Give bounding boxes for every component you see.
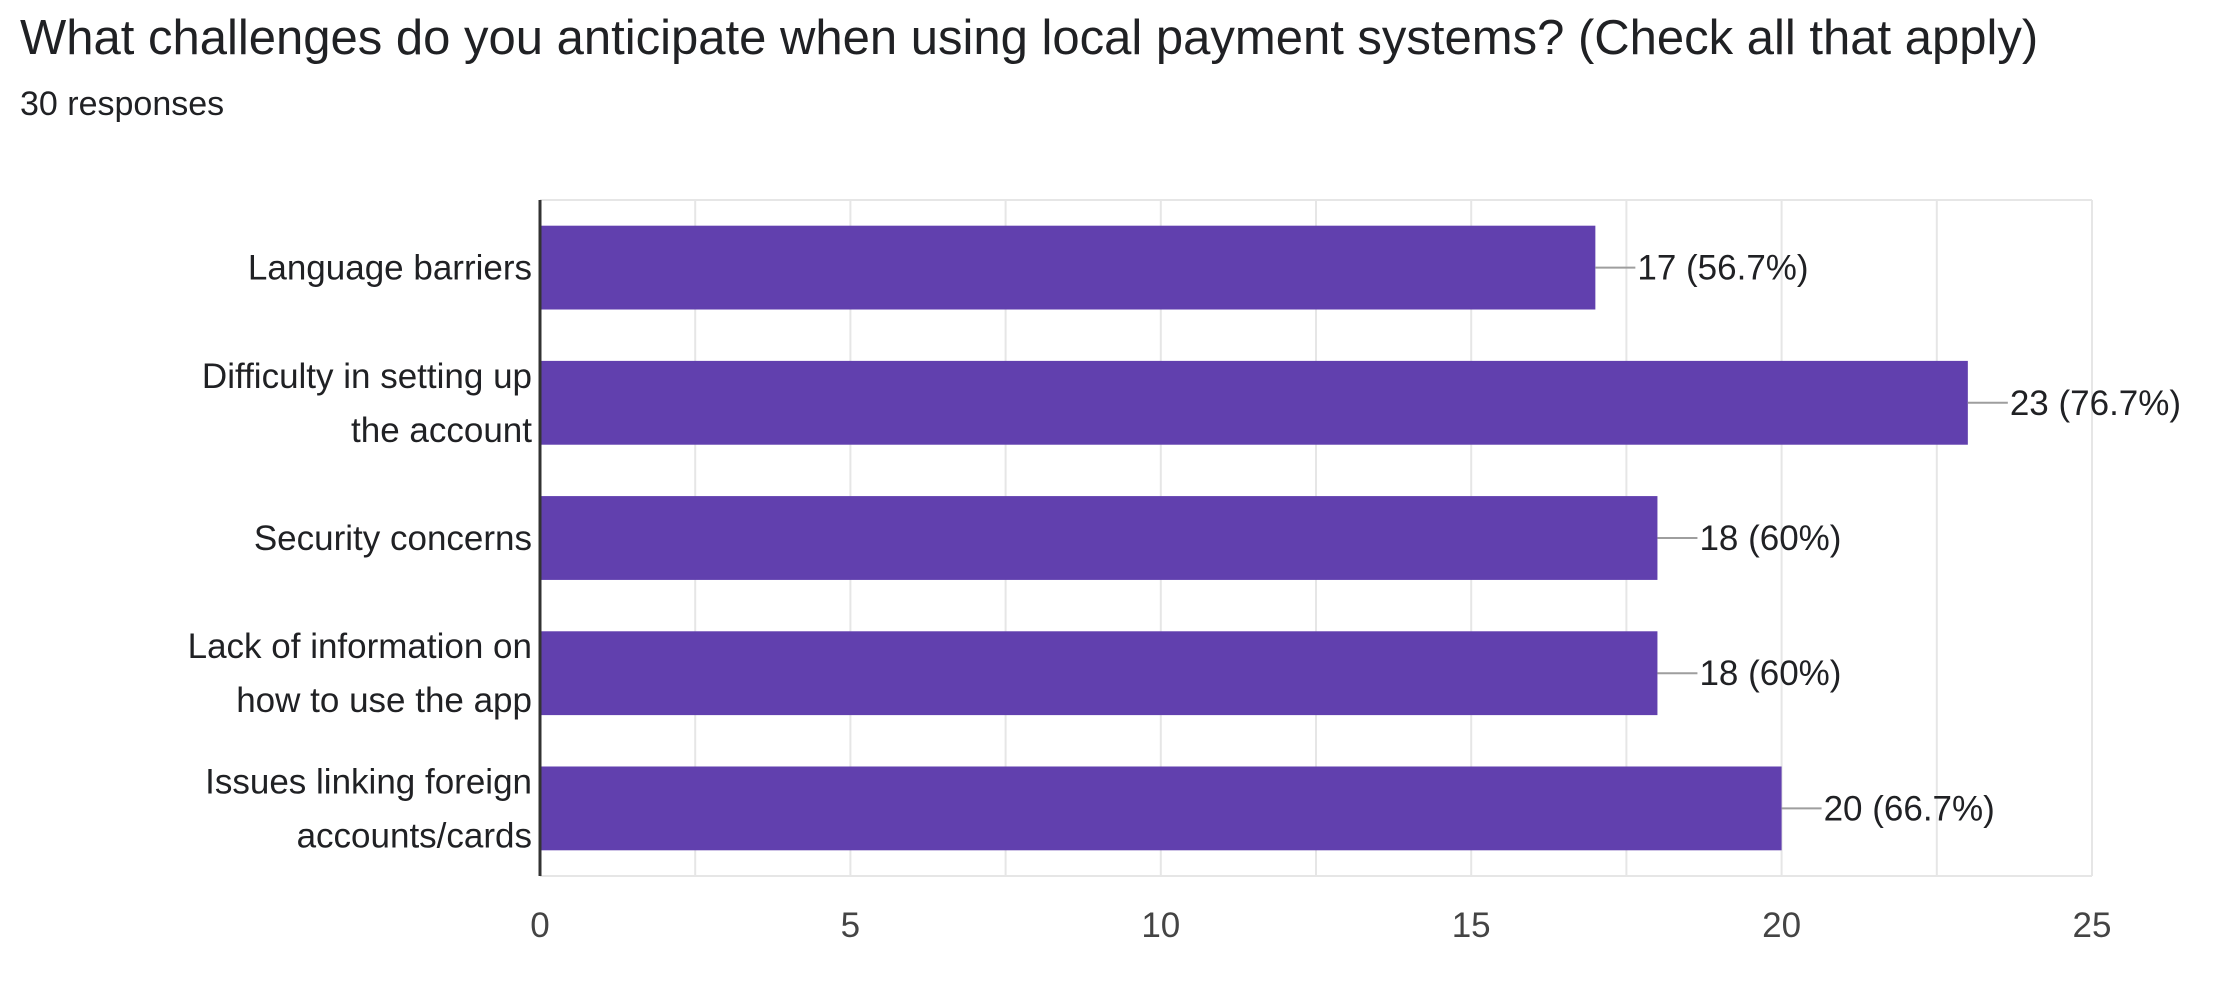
data-label: 18 (60%)	[1699, 519, 1841, 558]
bar	[540, 496, 1658, 580]
category-label: Issues linking foreign accounts/cards	[205, 762, 532, 855]
x-tick-label: 10	[1141, 906, 1180, 945]
x-tick-label: 15	[1452, 906, 1491, 945]
bar	[540, 631, 1658, 716]
bar	[540, 225, 1596, 310]
category-label: Language barriers	[248, 249, 532, 288]
bar	[540, 360, 1968, 445]
x-tick-label: 0	[530, 906, 549, 945]
bar	[540, 766, 1782, 851]
category-label: Difficulty in setting up the account	[202, 357, 532, 450]
x-tick-label: 20	[1762, 906, 1801, 945]
category-label: Security concerns	[254, 519, 532, 558]
data-label: 23 (76.7%)	[2010, 384, 2181, 423]
x-tick-label: 5	[841, 906, 860, 945]
data-label: 18 (60%)	[1699, 654, 1841, 693]
data-label: 20 (66.7%)	[1824, 789, 1995, 828]
x-tick-label: 25	[2073, 906, 2112, 945]
category-label: Lack of information on how to use the app	[188, 627, 532, 720]
response-count: 30 responses	[20, 85, 225, 123]
data-label: 17 (56.7%)	[1637, 249, 1808, 288]
question-title: What challenges do you anticipate when u…	[20, 11, 2039, 65]
